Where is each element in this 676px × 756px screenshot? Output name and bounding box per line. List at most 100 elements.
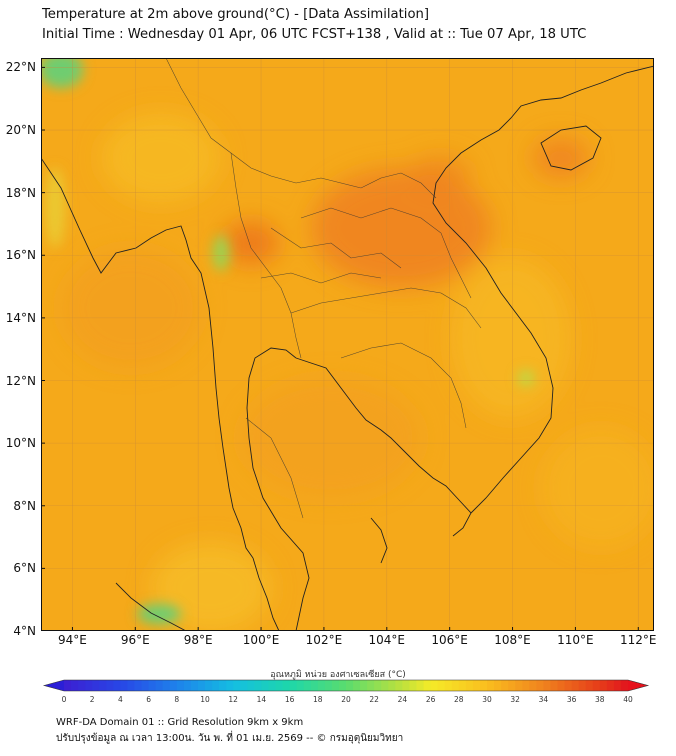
colorbar-tick-label: 2 [89,695,95,704]
mild-patch [151,543,271,631]
colorbar-tick-label: 0 [61,695,67,704]
colorbar-cell [353,680,361,691]
colorbar-cell [479,680,488,691]
colorbar-tick-label: 10 [200,695,210,704]
admin-borders [165,58,482,519]
temperature-map [41,58,654,631]
colorbar-cell [444,680,453,691]
colorbar-cell [367,680,375,691]
colorbar-cell [134,680,143,691]
map-frame [41,58,654,631]
colorbar-cell [508,680,516,691]
colorbar-cell [212,680,220,691]
colorbar-cell [275,680,284,691]
colorbar-tick-label: 36 [566,695,577,704]
colorbar-cell [501,680,509,691]
colorbar-tick-label: 34 [538,695,549,704]
coastlines [41,65,654,631]
colorbar-cell [197,680,206,691]
colorbar-cell [606,680,615,691]
colorbar-cell [423,680,432,691]
colorbar-tick-label: 22 [369,695,379,704]
colorbar-cell [458,680,467,691]
colorbar-cell [247,680,255,691]
mild-patch [451,258,571,418]
colorbar-cell [303,680,312,691]
colorbar-max-arrow [628,680,648,691]
colorbar-tick-label: 28 [454,695,464,704]
mild-patch [101,113,221,203]
footer-domain-info: WRF-DA Domain 01 :: Grid Resolution 9km … [56,717,304,728]
colorbar-cell [268,680,277,691]
colorbar-cell [261,680,270,691]
colorbar-tick-label: 14 [256,695,267,704]
colorbar-cell [310,680,319,691]
colorbar-tick-label: 18 [313,695,323,704]
colorbar-cell [148,680,157,691]
lon-label: 96°E [120,633,150,647]
colorbar-cell [472,680,481,691]
colorbar-cell [71,680,79,691]
colorbar-cell [282,680,291,691]
lat-label: 22°N [5,60,36,75]
lon-label: 104°E [368,633,406,647]
warm-patch [241,378,421,498]
colorbar-cell [395,680,403,691]
colorbar-cell [374,680,382,691]
colorbar-cell [402,680,411,691]
colorbar-cell [346,680,354,691]
cool-patch [518,370,534,386]
lat-label: 16°N [5,248,36,263]
mild-patch [541,428,654,548]
colorbar-cell [451,680,460,691]
colorbar-cell [564,680,573,691]
colorbar-cell [331,680,340,691]
cool-patch [213,235,229,271]
colorbar-tick-label: 4 [118,695,123,704]
colorbar-cell [155,680,164,691]
colorbar-cell [550,680,559,691]
cool-patch [45,168,65,248]
lon-label: 102°E [305,633,343,647]
colorbar-cell [515,680,523,691]
colorbar-cell [127,680,136,691]
colorbar-cell [536,680,544,691]
warm-patch [311,168,491,288]
cool-patch [137,604,181,624]
colorbar-cell [388,680,396,691]
colorbar-cell [183,680,192,691]
colorbar-cell [78,680,86,691]
colorbar-cell [254,680,262,691]
colorbar-cell [543,680,552,691]
colorbar-cell [338,680,347,691]
colorbar-tick-label: 40 [623,695,633,704]
lat-label: 8°N [13,498,36,513]
colorbar [42,679,650,692]
colorbar-cell [190,680,199,691]
chart-subtitle: Initial Time : Wednesday 01 Apr, 06 UTC … [42,27,587,42]
colorbar-cell [620,680,629,691]
colorbar-tick-label: 24 [397,695,408,704]
colorbar-cell [522,680,530,691]
colorbar-cell [416,680,425,691]
colorbar-cell [430,680,439,691]
colorbar-cell [529,680,537,691]
colorbar-cell [106,680,114,691]
lon-label: 108°E [494,633,531,647]
colorbar-cell [219,680,227,691]
lon-label: 94°E [57,633,87,647]
colorbar-cell [289,680,298,691]
colorbar-cell [64,680,72,691]
colorbar-tick-label: 32 [510,695,520,704]
colorbar-cell [578,680,587,691]
colorbar-cell [99,680,107,691]
lat-label: 4°N [13,624,36,638]
warm-patch [61,248,201,368]
colorbar-outline [42,679,650,692]
colorbar-tick-label: 20 [341,695,351,704]
colorbar-cell [176,680,185,691]
lat-label: 18°N [5,185,36,200]
colorbar-tick-label: 30 [482,695,492,704]
colorbar-cell [240,680,248,691]
colorbar-cell [85,680,93,691]
